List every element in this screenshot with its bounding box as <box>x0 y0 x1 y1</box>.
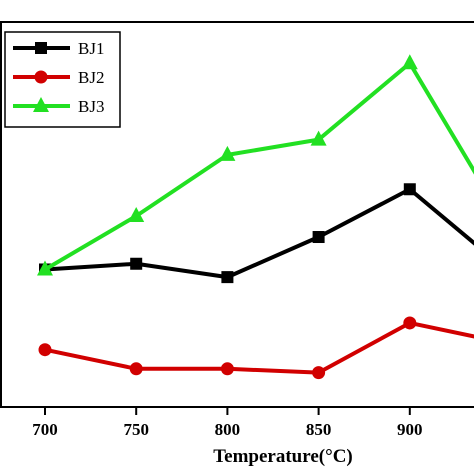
data-point <box>33 97 49 112</box>
legend-label: BJ3 <box>78 97 104 116</box>
data-point <box>403 316 417 330</box>
x-tick-label: 900 <box>397 420 423 439</box>
series-bj2 <box>38 316 474 380</box>
data-point <box>37 260 53 276</box>
legend-item-bj3: BJ3 <box>13 97 104 116</box>
plot-frame <box>0 21 474 408</box>
series-line <box>43 61 474 272</box>
data-point <box>310 130 327 146</box>
data-point <box>220 362 234 376</box>
x-tick-label: 700 <box>32 420 58 439</box>
legend-item-bj2: BJ2 <box>13 68 104 87</box>
series-line <box>44 187 474 280</box>
x-axis-title: Temperature(°C) <box>213 446 353 467</box>
data-point <box>221 271 234 284</box>
data-point <box>219 145 236 161</box>
data-point <box>38 343 52 357</box>
data-point <box>34 70 48 84</box>
legend-label: BJ2 <box>78 68 104 87</box>
x-tick-label: 750 <box>123 420 149 439</box>
data-point <box>129 362 143 376</box>
x-axis-ticks: 700 750 800 850 900 <box>32 407 423 439</box>
series-layer <box>37 54 474 380</box>
data-point <box>403 183 416 196</box>
series-bj3 <box>37 54 474 276</box>
legend-label: BJ1 <box>78 39 104 58</box>
legend-item-bj1: BJ1 <box>13 39 104 58</box>
data-point <box>130 257 143 270</box>
x-tick-label: 800 <box>215 420 241 439</box>
legend: BJ1 BJ2 BJ3 <box>4 31 121 128</box>
data-point <box>312 366 326 380</box>
data-point <box>401 54 418 70</box>
series-bj1 <box>39 183 474 284</box>
x-tick-label: 850 <box>306 420 332 439</box>
data-point <box>312 231 325 244</box>
plot-border <box>0 21 474 408</box>
data-point <box>128 207 145 222</box>
series-line <box>44 320 474 375</box>
data-point <box>35 42 47 54</box>
